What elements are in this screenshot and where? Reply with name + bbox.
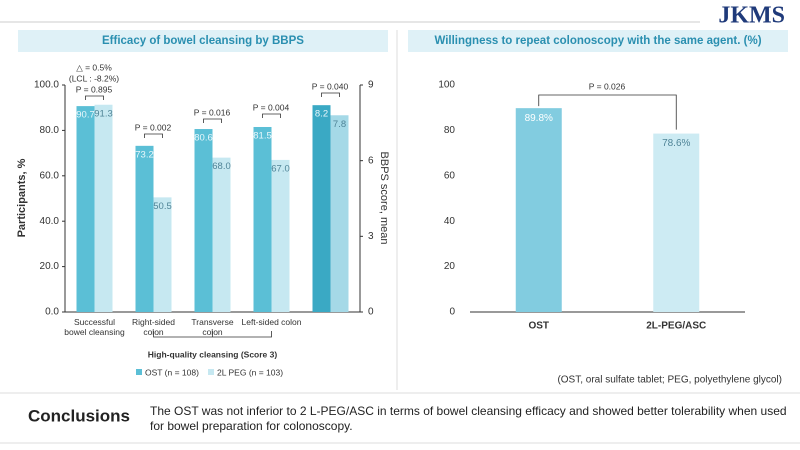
x-tick-label: Transverse colon <box>191 317 234 337</box>
bracket <box>144 133 163 138</box>
y-tick-label: 80.0 <box>40 125 60 136</box>
bar <box>153 197 172 312</box>
legend-swatch <box>208 369 214 375</box>
conclusions-text: The OST was not inferior to 2 L-PEG/ASC … <box>150 404 787 433</box>
bar <box>312 105 331 312</box>
right-title-bar <box>408 30 788 52</box>
annotation: P = 0.895 <box>76 84 113 94</box>
y-tick-label: 60.0 <box>40 170 60 181</box>
bracket <box>85 95 104 100</box>
chart-title: Willingness to repeat colonoscopy with t… <box>434 35 761 47</box>
value-label: 7.8 <box>333 119 346 130</box>
value-label: 8.2 <box>315 109 328 120</box>
bar <box>76 106 95 313</box>
bar <box>194 129 213 312</box>
bar <box>515 108 562 313</box>
footnote: (OST, oral sulfate tablet; PEG, polyethy… <box>557 375 782 386</box>
value-label: 81.5 <box>253 131 272 142</box>
bar <box>212 157 231 312</box>
y2-tick-label: 0 <box>368 307 374 318</box>
x-tick-label: OST <box>528 321 549 332</box>
annotation: P = 0.004 <box>253 102 290 112</box>
bracket <box>203 118 222 123</box>
value-label: 78.6% <box>662 138 690 149</box>
y-tick-label: 0 <box>449 307 455 318</box>
annotation: △ = 0.5% <box>76 62 112 72</box>
x-tick-label: Left-sided colon <box>241 317 302 327</box>
y-axis-label: Participants, % <box>16 158 28 237</box>
value-label: 50.5 <box>153 201 172 212</box>
y-tick-label: 20.0 <box>40 261 60 272</box>
bracket <box>321 92 340 97</box>
x-tick-label: Right-sided colon <box>132 317 175 337</box>
legend-label: 2L PEG (n = 103) <box>217 367 283 377</box>
value-label: 68.0 <box>212 161 231 172</box>
annotation: P = 0.040 <box>312 81 349 91</box>
x-tick-label: Successful bowel cleansing <box>64 317 125 337</box>
value-label: 90.7 <box>76 110 95 121</box>
conclusions-heading: Conclusions <box>28 406 130 425</box>
bar <box>94 104 113 313</box>
annotation: (LCL : -8.2%) <box>69 73 119 83</box>
legend-label: OST (n = 108) <box>145 367 199 377</box>
value-label: 91.3 <box>94 108 113 119</box>
bar <box>271 159 290 312</box>
annotation: P = 0.026 <box>589 81 626 91</box>
left-title-bar <box>18 30 388 52</box>
y-tick-label: 40 <box>444 216 456 227</box>
y-tick-label: 100.0 <box>34 80 59 91</box>
bar <box>135 145 154 312</box>
y2-tick-label: 9 <box>368 80 374 91</box>
value-label: 67.0 <box>271 163 290 174</box>
y2-tick-label: 3 <box>368 231 374 242</box>
bar <box>330 115 349 313</box>
y2-tick-label: 6 <box>368 155 374 166</box>
y-tick-label: 20 <box>444 261 456 272</box>
chart-title: Efficacy of bowel cleansing by BBPS <box>102 35 304 47</box>
logo: JKMS <box>718 3 785 29</box>
bracket <box>262 113 281 118</box>
bar <box>653 133 700 312</box>
y-tick-label: 80 <box>444 125 456 136</box>
x-tick-label: 2L-PEG/ASC <box>646 321 706 332</box>
y2-axis-label: BBPS score, mean <box>378 152 390 245</box>
legend-swatch <box>136 369 142 375</box>
y-tick-label: 60 <box>444 170 456 181</box>
annotation: P = 0.002 <box>135 122 172 132</box>
annotation: P = 0.016 <box>194 107 231 117</box>
value-label: 80.6 <box>194 133 213 144</box>
bracket <box>538 94 677 130</box>
bar <box>253 126 272 313</box>
group-label: High-quality cleansing (Score 3) <box>148 349 278 359</box>
value-label: 73.2 <box>135 149 154 160</box>
y-tick-label: 40.0 <box>40 216 60 227</box>
value-label: 89.8% <box>525 113 553 124</box>
y-tick-label: 100 <box>438 80 455 91</box>
y-tick-label: 0.0 <box>45 307 59 318</box>
